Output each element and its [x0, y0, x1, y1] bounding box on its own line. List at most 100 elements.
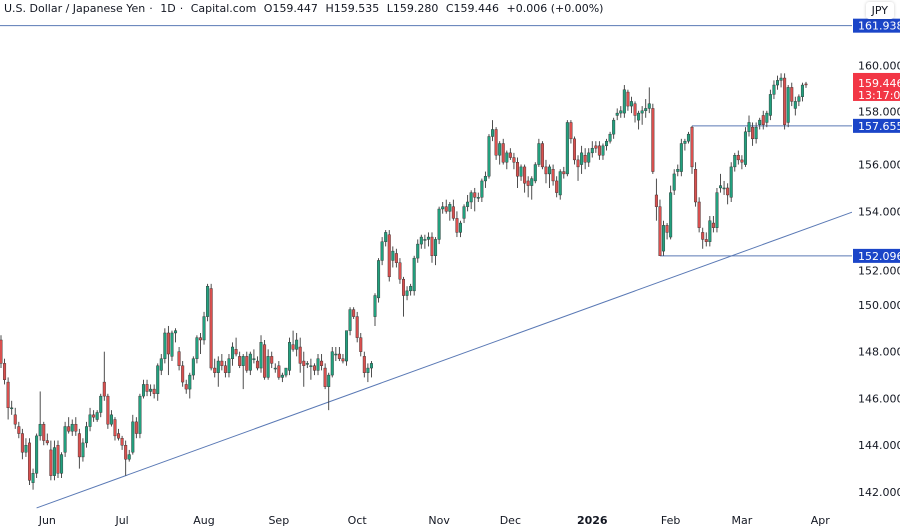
candle-body [17, 426, 21, 434]
candle-body [462, 206, 466, 219]
y-tick-label: 142.000 [858, 486, 900, 499]
candle-body [665, 225, 669, 233]
level-price-label [853, 18, 900, 33]
candle [134, 417, 138, 439]
trendline[interactable] [36, 211, 853, 509]
candle-body [530, 178, 534, 186]
candle [81, 438, 85, 462]
candles [0, 73, 808, 490]
candle-body [227, 358, 231, 373]
candle-body [191, 358, 195, 376]
candle-body [483, 176, 487, 182]
candle-body [441, 206, 445, 210]
candle [783, 73, 787, 130]
candle [380, 237, 384, 266]
candle [654, 178, 658, 221]
candle [10, 400, 14, 415]
candle [462, 204, 466, 224]
x-tick-label: Oct [348, 514, 368, 527]
candle [170, 330, 174, 362]
candle-body [320, 360, 324, 366]
candle-body [448, 204, 452, 212]
candle [512, 152, 516, 170]
candle [633, 101, 637, 123]
candle-body [63, 426, 67, 453]
candle [562, 166, 566, 179]
separator: · [149, 2, 153, 15]
candle-body [245, 356, 249, 371]
currency-button[interactable]: JPY [865, 2, 894, 19]
candle-body [74, 423, 78, 432]
candle [255, 356, 259, 371]
candle [612, 117, 616, 139]
candle [298, 337, 302, 373]
candle [419, 234, 423, 249]
interval[interactable]: 1D [160, 2, 176, 15]
candle-body [327, 374, 331, 387]
candle [651, 103, 655, 174]
x-tick-label: Sep [268, 514, 289, 527]
candle [786, 85, 790, 128]
candle-body [384, 232, 388, 242]
candle [159, 354, 163, 376]
candle [583, 148, 587, 170]
candle-body [505, 152, 509, 163]
candle-body [181, 365, 185, 383]
candle-body [519, 166, 523, 177]
candle [359, 332, 363, 357]
candle-body [412, 257, 416, 292]
candle-body [804, 83, 808, 86]
candle-body [195, 337, 199, 359]
candle [626, 89, 630, 111]
separator: · [179, 2, 184, 15]
candle [77, 428, 81, 469]
y-tick-label: 148.000 [858, 346, 900, 359]
candle-body [605, 140, 609, 147]
candle [177, 347, 181, 371]
candle [747, 115, 751, 137]
candle [323, 363, 327, 390]
candle [259, 335, 263, 373]
candle-body [42, 423, 46, 441]
candle-body [284, 367, 288, 376]
candle-body [45, 440, 49, 444]
candle [523, 164, 527, 193]
candle [35, 433, 39, 478]
symbol-name[interactable]: U.S. Dollar / Japanese Yen [4, 2, 146, 15]
candle [191, 356, 195, 380]
candle-body [491, 129, 495, 137]
candle-body [715, 192, 719, 228]
candle-body [515, 162, 519, 177]
candle [366, 363, 370, 383]
candle [487, 134, 491, 179]
x-tick-label: Aug [193, 514, 214, 527]
candle [188, 372, 192, 399]
candle [163, 328, 167, 364]
candle-body [768, 94, 772, 116]
candle-body [476, 197, 480, 199]
candle [409, 283, 413, 296]
candle-body [736, 155, 740, 161]
candle-body [141, 384, 145, 397]
candle [697, 197, 701, 233]
candle-body [466, 201, 470, 207]
candle-body [765, 112, 769, 123]
candle-body [49, 449, 53, 476]
candle-body [697, 201, 701, 228]
candle [776, 75, 780, 90]
candle [608, 131, 612, 144]
candle-body [56, 445, 60, 474]
candle [530, 176, 534, 200]
candle-body [81, 442, 85, 458]
candle-body [6, 381, 10, 409]
candle-body [704, 239, 708, 242]
candle-body [323, 367, 327, 387]
candle [88, 407, 92, 432]
time-axis[interactable]: Jun Jul Aug Sep Oct Nov Dec 2026 Feb Mar Apr [38, 514, 831, 527]
candle [498, 141, 502, 165]
candle-body [540, 143, 544, 168]
candle-body [683, 140, 687, 144]
candle [145, 379, 149, 397]
candle [117, 428, 121, 441]
